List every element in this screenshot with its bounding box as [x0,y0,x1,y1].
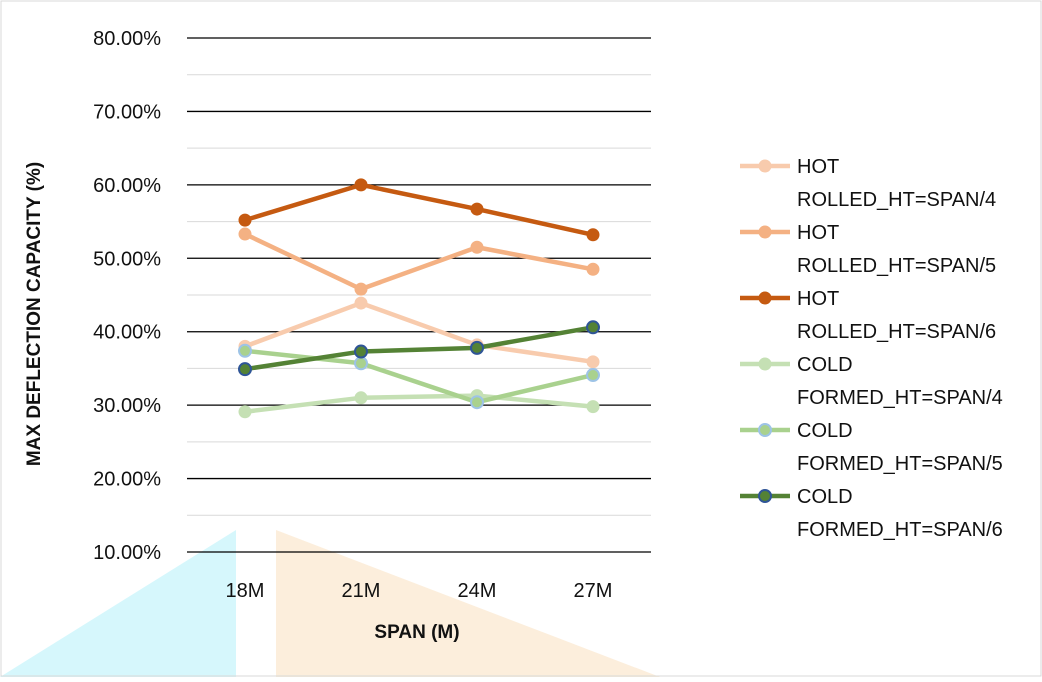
y-tick-label: 20.00% [93,469,161,491]
x-tick-label: 27M [574,580,613,602]
data-point [586,400,600,414]
legend-label: ROLLED_HT=SPAN/6 [797,321,996,343]
legend-label: HOT [797,222,839,244]
legend-label: COLD [797,354,853,376]
data-point [354,356,368,371]
data-point [238,343,252,358]
legend-label: HOT [797,288,839,310]
series-3 [238,178,600,242]
data-point [470,395,484,410]
data-point [586,320,600,335]
legend-label: COLD [797,420,853,442]
data-point [586,228,600,242]
y-tick-label: 60.00% [93,175,161,197]
data-point [238,405,252,419]
y-tick-labels: 10.00% 20.00% 30.00% 40.00% 50.00% 60.00% 70.0… [93,28,161,564]
data-point [586,355,600,369]
data-point [238,213,252,227]
legend-swatch-marker [758,357,772,371]
legend-item: COLD FORMED_HT=SPAN/6 [740,486,1003,541]
series-line [242,348,596,405]
data-point [586,262,600,276]
legend: HOTROLLED_HT=SPAN/4HOTROLLED_HT=SPAN/5HO… [740,156,1003,541]
background-watermark [0,530,660,677]
y-tick-label: 30.00% [93,395,161,417]
legend-label: FORMED_HT=SPAN/6 [797,519,1003,541]
series-5 [238,343,600,410]
legend-item: HOT ROLLED_HT=SPAN/6 [740,288,996,343]
series-2 [238,227,600,296]
series-line [242,182,596,238]
legend-swatch-marker [758,489,772,503]
x-tick-label: 21M [342,580,381,602]
legend-label: ROLLED_HT=SPAN/5 [797,255,996,277]
series-line [242,231,596,292]
data-point [470,202,484,216]
legend-item: HOT ROLLED_HT=SPAN/5 [740,222,996,277]
x-axis-title: SPAN (M) [374,622,459,643]
series-line [242,300,596,365]
y-tick-label: 40.00% [93,322,161,344]
data-point [470,240,484,254]
data-point [586,368,600,383]
legend-item: COLD FORMED_HT=SPAN/4 [740,354,1003,409]
series-lines [238,178,600,419]
x-tick-labels: 18M 21M 24M 27M [226,580,613,602]
y-tick-label: 80.00% [93,28,161,50]
legend-label: COLD [797,486,853,508]
legend-label: ROLLED_HT=SPAN/4 [797,189,996,211]
legend-label: FORMED_HT=SPAN/4 [797,387,1003,409]
y-tick-label: 50.00% [93,248,161,270]
data-point [470,340,484,355]
series-line [242,325,596,372]
series-line [242,393,596,415]
y-axis-title: MAX DEFLECTION CAPACITY (%) [24,162,45,466]
x-tick-label: 18M [226,580,265,602]
legend-swatch-marker [758,291,772,305]
y-tick-label: 10.00% [93,542,161,564]
legend-swatch-marker [758,159,772,173]
data-point [354,282,368,296]
series-4 [238,389,600,419]
legend-label: HOT [797,156,839,178]
legend-item: COLD FORMED_HT=SPAN/5 [740,420,1003,475]
legend-label: FORMED_HT=SPAN/5 [797,453,1003,475]
data-point [238,227,252,241]
legend-swatch-marker [758,225,772,239]
y-tick-label: 70.00% [93,101,161,123]
data-point [354,178,368,192]
data-point [354,296,368,310]
legend-item: HOT ROLLED_HT=SPAN/4 [740,156,996,211]
data-point [238,362,252,377]
legend-swatch-marker [758,423,772,437]
gridlines [187,37,651,553]
data-point [354,344,368,359]
series-6 [238,320,600,377]
data-point [354,391,368,405]
x-tick-label: 24M [458,580,497,602]
